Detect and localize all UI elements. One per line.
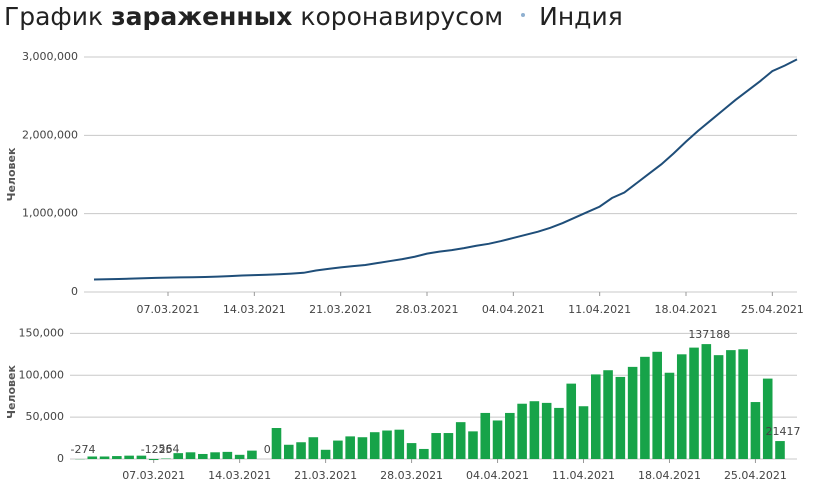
y-axis-label: Человек [5,147,18,201]
x-tick-label: 25.04.2021 [741,303,804,316]
y-tick-label: 1,000,000 [22,207,78,220]
title: График зараженных коронавирусом Индия [4,2,623,31]
bar [185,452,196,459]
bar [112,456,122,459]
bar [320,449,331,459]
bar [615,376,626,459]
bar [627,366,638,459]
bar [566,383,577,459]
value-label: -1225 [141,443,173,456]
x-tick-label: 28.03.2021 [380,469,443,482]
bar [517,403,527,459]
y-tick-label: 0 [71,285,78,298]
country[interactable]: Индия [539,2,623,31]
bar [222,451,233,459]
x-tick-label: 07.03.2021 [122,469,185,482]
bar [578,406,589,459]
bar [394,429,405,459]
title-emphasis: зараженных [111,2,293,31]
bar [603,370,613,459]
bar [480,412,491,459]
bar [541,402,552,459]
bar [554,407,564,459]
bar [529,401,540,459]
value-label: 0 [264,443,271,456]
bar [369,432,380,459]
bar [689,347,699,459]
bar [124,455,134,459]
bar [271,428,282,459]
title-prefix: График [4,2,104,31]
x-tick-label: 21.03.2021 [294,469,357,482]
bar [775,441,785,459]
y-tick-label: 100,000 [19,368,65,381]
bar [664,372,675,459]
value-label: 564 [158,443,179,456]
title-suffix: коронавирусом [300,2,504,31]
bar [455,422,466,459]
bar [676,354,687,459]
value-label: -274 [71,443,96,456]
bar [468,431,478,459]
bar [234,454,245,459]
bar [308,437,319,459]
bar [210,452,220,459]
x-tick-label: 21.03.2021 [309,303,372,316]
bar [591,374,601,459]
bar [136,455,147,459]
bar [443,433,454,459]
y-tick-label: 0 [57,452,64,465]
bar [492,420,503,459]
x-tick-label: 25.04.2021 [724,469,787,482]
y-axis-label: Человек [5,365,18,419]
y-tick-label: 2,000,000 [22,128,78,141]
separator-dot [521,13,526,17]
bar [406,443,417,459]
bar [148,459,159,461]
bar [762,378,773,459]
x-tick-label: 14.03.2021 [208,469,271,482]
x-tick-label: 18.04.2021 [638,469,701,482]
bar [726,350,736,459]
bar [198,453,208,459]
bar [345,436,355,459]
x-tick-label: 11.04.2021 [552,469,615,482]
bar [652,351,662,459]
bar [505,412,515,459]
x-tick-label: 07.03.2021 [137,303,200,316]
bar [333,440,343,459]
bar [640,356,650,459]
x-tick-label: 28.03.2021 [396,303,459,316]
bar [357,437,368,459]
bar [431,433,441,459]
bar [738,349,748,459]
bar [283,444,294,459]
y-tick-label: 50,000 [26,410,65,423]
bar [173,453,184,459]
bar [701,344,712,459]
bar [713,355,724,459]
bar [419,448,429,459]
value-label: 137188 [688,328,730,341]
bar [99,456,110,459]
bar [296,442,306,459]
value-label: 21417 [766,425,801,438]
bar [750,402,761,459]
x-tick-label: 14.03.2021 [223,303,286,316]
y-tick-label: 3,000,000 [22,50,78,63]
x-tick-label: 04.04.2021 [466,469,529,482]
x-tick-label: 04.04.2021 [482,303,545,316]
line-series [93,58,798,281]
bar [87,456,98,459]
bar [247,450,257,459]
x-tick-label: 18.04.2021 [655,303,718,316]
x-tick-label: 11.04.2021 [568,303,631,316]
y-tick-label: 150,000 [19,326,65,339]
bar [382,430,392,459]
